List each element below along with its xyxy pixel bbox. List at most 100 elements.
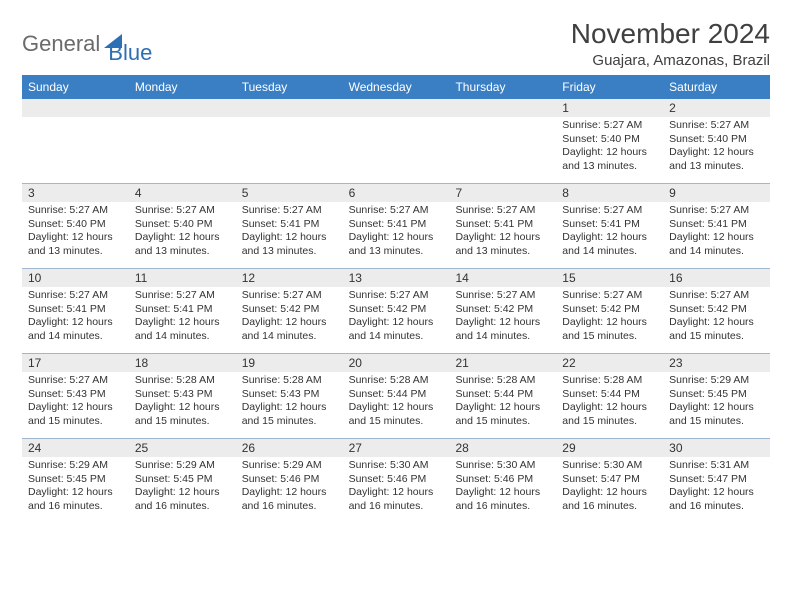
sunrise-line: Sunrise: 5:27 AM xyxy=(28,204,123,218)
day-details xyxy=(22,117,129,123)
daylight-line: Daylight: 12 hours and 16 minutes. xyxy=(349,486,444,513)
daylight-line: Daylight: 12 hours and 13 minutes. xyxy=(242,231,337,258)
sunrise-line: Sunrise: 5:28 AM xyxy=(135,374,230,388)
day-number: 27 xyxy=(343,439,450,457)
day-details: Sunrise: 5:27 AMSunset: 5:42 PMDaylight:… xyxy=(556,287,663,348)
day-details: Sunrise: 5:27 AMSunset: 5:41 PMDaylight:… xyxy=(22,287,129,348)
day-cell xyxy=(129,99,236,183)
day-number xyxy=(129,99,236,117)
day-cell: 27Sunrise: 5:30 AMSunset: 5:46 PMDayligh… xyxy=(343,439,450,523)
sunset-line: Sunset: 5:45 PM xyxy=(669,388,764,402)
sunrise-line: Sunrise: 5:29 AM xyxy=(242,459,337,473)
sunrise-line: Sunrise: 5:27 AM xyxy=(242,204,337,218)
day-cell: 3Sunrise: 5:27 AMSunset: 5:40 PMDaylight… xyxy=(22,184,129,268)
day-number: 25 xyxy=(129,439,236,457)
day-details: Sunrise: 5:30 AMSunset: 5:46 PMDaylight:… xyxy=(449,457,556,518)
sunset-line: Sunset: 5:40 PM xyxy=(135,218,230,232)
day-cell: 28Sunrise: 5:30 AMSunset: 5:46 PMDayligh… xyxy=(449,439,556,523)
day-details: Sunrise: 5:27 AMSunset: 5:41 PMDaylight:… xyxy=(556,202,663,263)
daylight-line: Daylight: 12 hours and 14 minutes. xyxy=(562,231,657,258)
day-number: 20 xyxy=(343,354,450,372)
day-number: 24 xyxy=(22,439,129,457)
daylight-line: Daylight: 12 hours and 13 minutes. xyxy=(669,146,764,173)
day-number: 3 xyxy=(22,184,129,202)
day-headers-row: SundayMondayTuesdayWednesdayThursdayFrid… xyxy=(22,75,770,99)
sunrise-line: Sunrise: 5:31 AM xyxy=(669,459,764,473)
day-details: Sunrise: 5:30 AMSunset: 5:47 PMDaylight:… xyxy=(556,457,663,518)
sunset-line: Sunset: 5:42 PM xyxy=(562,303,657,317)
sunset-line: Sunset: 5:41 PM xyxy=(135,303,230,317)
sunset-line: Sunset: 5:43 PM xyxy=(242,388,337,402)
day-number: 4 xyxy=(129,184,236,202)
day-cell: 8Sunrise: 5:27 AMSunset: 5:41 PMDaylight… xyxy=(556,184,663,268)
day-details: Sunrise: 5:27 AMSunset: 5:43 PMDaylight:… xyxy=(22,372,129,433)
day-details: Sunrise: 5:28 AMSunset: 5:44 PMDaylight:… xyxy=(449,372,556,433)
logo: General Blue xyxy=(22,18,152,66)
day-details: Sunrise: 5:27 AMSunset: 5:42 PMDaylight:… xyxy=(449,287,556,348)
day-number: 12 xyxy=(236,269,343,287)
day-cell: 17Sunrise: 5:27 AMSunset: 5:43 PMDayligh… xyxy=(22,354,129,438)
day-number: 10 xyxy=(22,269,129,287)
day-cell: 6Sunrise: 5:27 AMSunset: 5:41 PMDaylight… xyxy=(343,184,450,268)
week-row: 3Sunrise: 5:27 AMSunset: 5:40 PMDaylight… xyxy=(22,184,770,269)
sunrise-line: Sunrise: 5:28 AM xyxy=(455,374,550,388)
day-number: 22 xyxy=(556,354,663,372)
sunset-line: Sunset: 5:45 PM xyxy=(28,473,123,487)
day-number: 6 xyxy=(343,184,450,202)
sunset-line: Sunset: 5:42 PM xyxy=(669,303,764,317)
sunset-line: Sunset: 5:44 PM xyxy=(562,388,657,402)
day-cell xyxy=(343,99,450,183)
day-cell xyxy=(449,99,556,183)
week-row: 24Sunrise: 5:29 AMSunset: 5:45 PMDayligh… xyxy=(22,439,770,523)
day-number: 11 xyxy=(129,269,236,287)
sunrise-line: Sunrise: 5:27 AM xyxy=(562,119,657,133)
day-details: Sunrise: 5:27 AMSunset: 5:40 PMDaylight:… xyxy=(556,117,663,178)
daylight-line: Daylight: 12 hours and 16 minutes. xyxy=(28,486,123,513)
weeks-container: 1Sunrise: 5:27 AMSunset: 5:40 PMDaylight… xyxy=(22,99,770,523)
sunset-line: Sunset: 5:41 PM xyxy=(455,218,550,232)
location-label: Guajara, Amazonas, Brazil xyxy=(571,52,770,69)
day-number: 26 xyxy=(236,439,343,457)
sunrise-line: Sunrise: 5:29 AM xyxy=(135,459,230,473)
day-number: 18 xyxy=(129,354,236,372)
day-number: 23 xyxy=(663,354,770,372)
day-details: Sunrise: 5:31 AMSunset: 5:47 PMDaylight:… xyxy=(663,457,770,518)
daylight-line: Daylight: 12 hours and 16 minutes. xyxy=(242,486,337,513)
sunset-line: Sunset: 5:47 PM xyxy=(562,473,657,487)
sunrise-line: Sunrise: 5:27 AM xyxy=(28,289,123,303)
sunrise-line: Sunrise: 5:27 AM xyxy=(135,204,230,218)
sunset-line: Sunset: 5:46 PM xyxy=(242,473,337,487)
daylight-line: Daylight: 12 hours and 13 minutes. xyxy=(135,231,230,258)
sunrise-line: Sunrise: 5:30 AM xyxy=(455,459,550,473)
daylight-line: Daylight: 12 hours and 15 minutes. xyxy=(562,316,657,343)
calendar-grid: SundayMondayTuesdayWednesdayThursdayFrid… xyxy=(22,75,770,523)
day-number: 1 xyxy=(556,99,663,117)
day-details xyxy=(129,117,236,123)
title-block: November 2024 Guajara, Amazonas, Brazil xyxy=(571,18,770,69)
day-number: 9 xyxy=(663,184,770,202)
day-details: Sunrise: 5:29 AMSunset: 5:45 PMDaylight:… xyxy=(22,457,129,518)
day-details: Sunrise: 5:28 AMSunset: 5:43 PMDaylight:… xyxy=(129,372,236,433)
day-cell: 18Sunrise: 5:28 AMSunset: 5:43 PMDayligh… xyxy=(129,354,236,438)
day-number xyxy=(343,99,450,117)
daylight-line: Daylight: 12 hours and 13 minutes. xyxy=(349,231,444,258)
day-details: Sunrise: 5:27 AMSunset: 5:41 PMDaylight:… xyxy=(663,202,770,263)
sunset-line: Sunset: 5:40 PM xyxy=(28,218,123,232)
day-number: 7 xyxy=(449,184,556,202)
day-details: Sunrise: 5:27 AMSunset: 5:40 PMDaylight:… xyxy=(129,202,236,263)
header: General Blue November 2024 Guajara, Amaz… xyxy=(22,18,770,69)
day-cell: 11Sunrise: 5:27 AMSunset: 5:41 PMDayligh… xyxy=(129,269,236,353)
day-cell: 30Sunrise: 5:31 AMSunset: 5:47 PMDayligh… xyxy=(663,439,770,523)
sunset-line: Sunset: 5:43 PM xyxy=(135,388,230,402)
week-row: 17Sunrise: 5:27 AMSunset: 5:43 PMDayligh… xyxy=(22,354,770,439)
day-cell xyxy=(22,99,129,183)
day-number: 17 xyxy=(22,354,129,372)
day-cell: 10Sunrise: 5:27 AMSunset: 5:41 PMDayligh… xyxy=(22,269,129,353)
day-details: Sunrise: 5:29 AMSunset: 5:45 PMDaylight:… xyxy=(129,457,236,518)
day-details: Sunrise: 5:28 AMSunset: 5:44 PMDaylight:… xyxy=(343,372,450,433)
day-details: Sunrise: 5:27 AMSunset: 5:40 PMDaylight:… xyxy=(22,202,129,263)
day-details: Sunrise: 5:27 AMSunset: 5:41 PMDaylight:… xyxy=(236,202,343,263)
day-cell: 14Sunrise: 5:27 AMSunset: 5:42 PMDayligh… xyxy=(449,269,556,353)
sunrise-line: Sunrise: 5:29 AM xyxy=(28,459,123,473)
daylight-line: Daylight: 12 hours and 14 minutes. xyxy=(669,231,764,258)
